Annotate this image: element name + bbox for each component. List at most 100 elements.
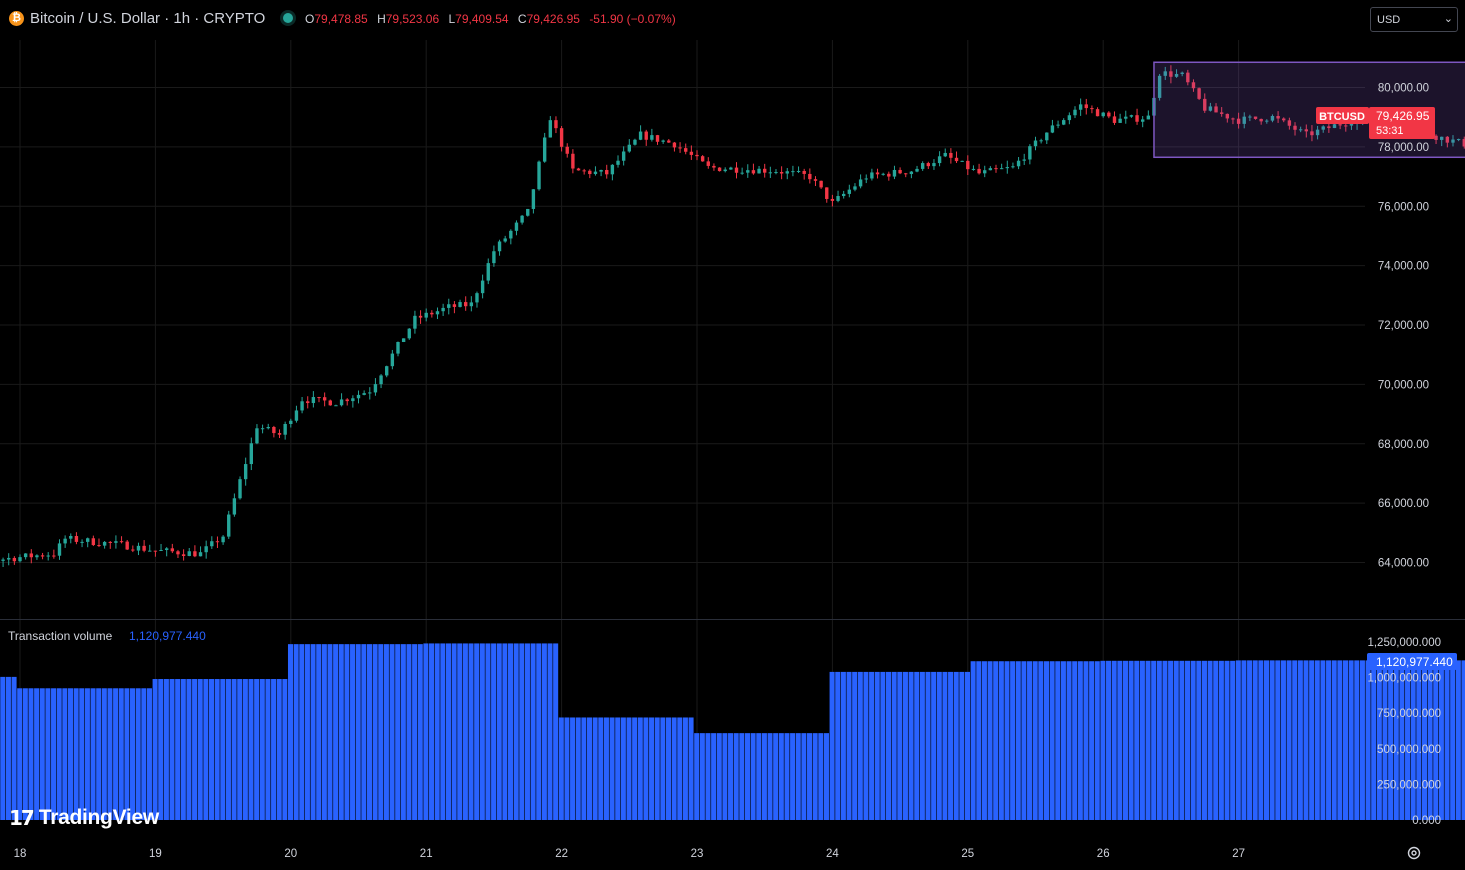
volume-bar <box>1224 660 1230 820</box>
time-tick-label: 23 <box>691 848 704 860</box>
candle-body <box>717 167 722 172</box>
volume-bar <box>1275 660 1281 820</box>
volume-bar <box>1247 660 1253 820</box>
volume-bar <box>1218 660 1224 820</box>
volume-series <box>0 643 1465 820</box>
candle-body <box>892 169 897 177</box>
candle-body <box>1124 116 1128 119</box>
volume-bar <box>1168 660 1174 820</box>
volume-bar <box>705 733 711 820</box>
volume-bar <box>756 733 762 820</box>
symbol-title[interactable]: Bitcoin / U.S. Dollar · 1h · CRYPTO <box>30 10 266 27</box>
candle-body <box>1169 71 1173 77</box>
candle-body <box>80 541 84 543</box>
gear-icon[interactable] <box>1406 845 1422 861</box>
volume-bar <box>575 717 581 820</box>
volume-bar <box>406 644 412 820</box>
volume-bar <box>338 644 344 820</box>
volume-bar <box>1066 661 1072 820</box>
time-tick-label: 27 <box>1232 848 1245 860</box>
volume-bar <box>1252 660 1258 820</box>
candle-body <box>503 238 507 242</box>
volume-bar <box>1410 660 1416 820</box>
candle-body <box>509 230 513 239</box>
price-tick-label: 72,000.00 <box>1378 320 1429 332</box>
volume-bar <box>265 679 271 820</box>
candle-body <box>198 552 203 557</box>
volume-bar <box>282 679 288 820</box>
candle-body <box>1062 120 1066 125</box>
volume-bar <box>440 643 446 820</box>
time-tick-label: 24 <box>826 848 839 860</box>
candle-body <box>667 140 671 143</box>
volume-bar <box>564 717 570 820</box>
candle-body <box>210 541 214 547</box>
candle-body <box>858 179 863 187</box>
candle-body <box>1298 129 1303 131</box>
candle-body <box>497 241 502 252</box>
candle-body <box>452 304 457 307</box>
candle-body <box>841 193 846 197</box>
tradingview-logo[interactable]: 17 TradingView <box>9 805 159 831</box>
candle-body <box>322 397 327 401</box>
volume-bar <box>795 733 801 820</box>
volume-bar <box>874 671 880 820</box>
candle-body <box>1434 135 1438 140</box>
candle-body <box>949 152 953 158</box>
candle-body <box>565 146 569 154</box>
candle-body <box>1344 125 1348 127</box>
volume-bar <box>558 717 564 820</box>
candle-body <box>215 541 220 543</box>
candle-body <box>847 189 852 194</box>
candle-body <box>1242 116 1246 124</box>
volume-bar <box>677 717 683 820</box>
volume-bar <box>451 643 457 820</box>
volume-bar <box>682 717 688 820</box>
candle-body <box>909 171 914 175</box>
volume-bar <box>1342 660 1349 820</box>
volume-bar <box>891 671 897 820</box>
candle-body <box>593 171 598 175</box>
volume-bar <box>101 688 107 820</box>
volume-bar <box>423 643 429 820</box>
candle-body <box>1191 82 1196 89</box>
ohlc-low-value: 79,409.54 <box>455 12 509 26</box>
candle-body <box>159 549 163 551</box>
time-tick-label: 26 <box>1097 848 1110 860</box>
candle-body <box>983 170 987 174</box>
volume-bar <box>248 679 254 820</box>
candle-body <box>1180 72 1184 74</box>
candle-body <box>227 514 231 537</box>
volume-bar <box>885 671 892 820</box>
candle-body <box>621 151 626 161</box>
candle-body <box>1073 109 1077 116</box>
volume-bar <box>959 671 965 820</box>
time-tick-label: 22 <box>555 848 568 860</box>
candle-body <box>548 120 553 138</box>
candle-body <box>678 147 682 149</box>
candle-body <box>260 428 265 430</box>
volume-bar <box>395 644 401 820</box>
candle-body <box>864 178 868 180</box>
volume-bar <box>744 733 750 820</box>
candle-body <box>734 167 739 173</box>
volume-bar <box>293 644 299 820</box>
price-tick-label: 80,000.00 <box>1378 83 1429 95</box>
candle-body <box>1174 73 1179 77</box>
candle-body <box>825 187 829 199</box>
volume-bar <box>175 679 181 820</box>
candle-body <box>915 168 919 172</box>
candle-body <box>582 170 586 172</box>
volume-bar <box>225 679 231 820</box>
volume-bar <box>1326 660 1332 820</box>
volume-bar <box>1393 660 1399 820</box>
volume-bar <box>716 733 722 820</box>
candle-body <box>633 139 637 145</box>
candle-body <box>1440 136 1444 140</box>
candle-body <box>181 554 186 556</box>
market-status-icon[interactable] <box>283 13 293 23</box>
volume-indicator-label[interactable]: Transaction volume <box>8 629 113 643</box>
currency-select[interactable]: USD ⌄ <box>1370 7 1458 32</box>
volume-bar <box>728 733 734 820</box>
